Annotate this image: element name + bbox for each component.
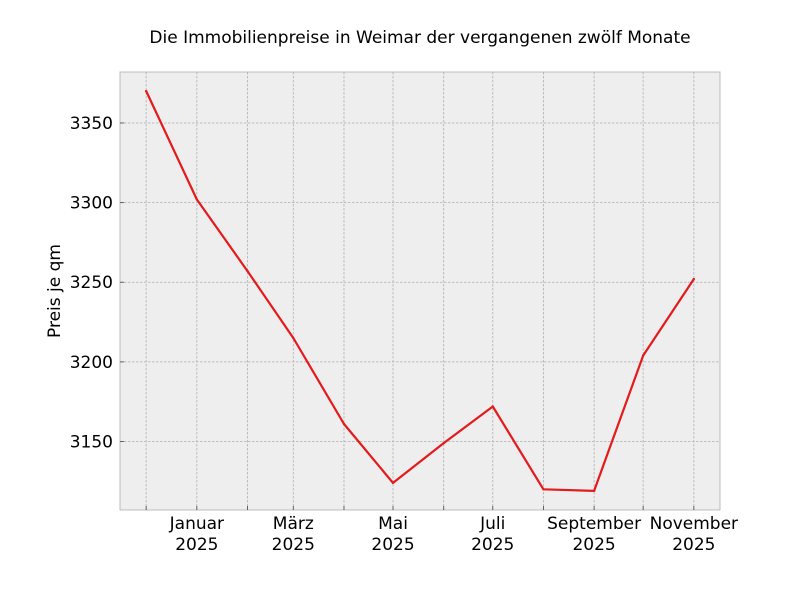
y-tick-label: 3300 — [70, 194, 113, 214]
data-point — [391, 481, 395, 485]
data-point — [542, 488, 545, 491]
axis-ticks — [120, 122, 695, 510]
data-point — [491, 405, 494, 408]
data-point — [641, 354, 645, 357]
chart-title: Die Immobilienpreise in Weimar der verga… — [149, 28, 690, 48]
x-tick-label-month: März — [273, 514, 314, 534]
x-tick-label-month: September — [547, 514, 641, 534]
y-tick-label: 3350 — [70, 114, 113, 134]
data-point — [442, 441, 445, 445]
series-line — [145, 90, 695, 492]
x-tick-label-month: November — [650, 514, 738, 534]
x-tick-label: September 2025 — [547, 514, 641, 555]
x-tick-label: Juli 2025 — [471, 514, 514, 555]
y-axis-tick-labels: 3150 3200 3250 3300 3350 — [70, 114, 113, 453]
x-tick-label-month: Juli — [479, 514, 505, 534]
x-tick-label: November 2025 — [650, 514, 738, 555]
data-point — [246, 269, 249, 273]
x-tick-label-year: 2025 — [572, 535, 615, 555]
x-tick-label: Mai 2025 — [371, 514, 414, 555]
data-point — [342, 422, 346, 426]
grid-lines — [120, 72, 720, 510]
data-point — [692, 277, 696, 281]
x-tick-label-year: 2025 — [371, 535, 414, 555]
x-tick-label: März 2025 — [272, 514, 315, 555]
y-tick-label: 3200 — [70, 353, 113, 373]
y-tick-label: 3250 — [70, 273, 113, 293]
x-tick-label-year: 2025 — [672, 535, 715, 555]
x-tick-label-month: Januar — [169, 514, 224, 534]
x-tick-label-year: 2025 — [272, 535, 315, 555]
x-tick-label-year: 2025 — [471, 535, 514, 555]
series-layer — [144, 89, 696, 493]
x-tick-label-month: Mai — [378, 514, 408, 534]
data-point — [592, 489, 596, 493]
x-tick-label-year: 2025 — [175, 535, 218, 555]
y-tick-label: 3150 — [70, 433, 113, 453]
data-point — [292, 336, 295, 340]
data-point — [144, 89, 148, 93]
x-tick-label: Januar 2025 — [169, 514, 224, 555]
y-axis-label: Preis je qm — [45, 244, 65, 338]
plot-area — [119, 71, 721, 511]
data-point — [195, 198, 199, 201]
